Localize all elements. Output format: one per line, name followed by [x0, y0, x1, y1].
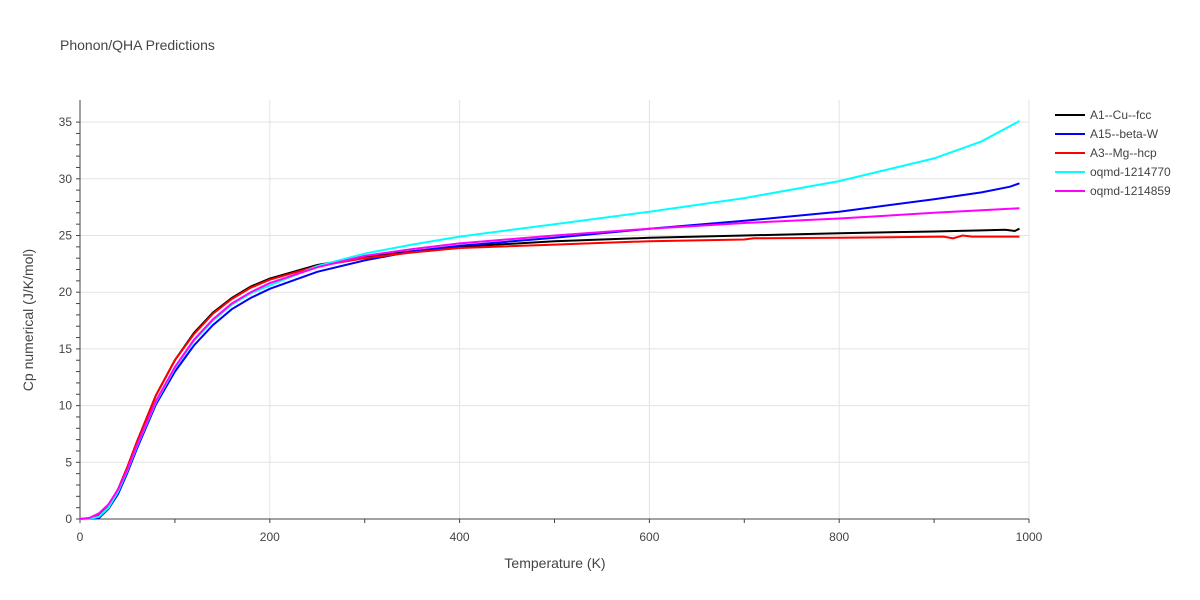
y-tick-label: 30 — [59, 172, 73, 186]
x-tick-label: 800 — [829, 530, 849, 544]
series-line-oqmd-1214770 — [80, 120, 1020, 520]
series-line-oqmd-1214859 — [79, 207, 1020, 520]
legend-item[interactable]: A1--Cu--fcc — [1090, 108, 1151, 122]
x-tick-label: 600 — [639, 530, 659, 544]
y-axis-label: Cp numerical (J/K/mol) — [20, 249, 36, 391]
x-tick-label: 0 — [77, 530, 84, 544]
series-line-A3--Mg--hcp — [79, 234, 1020, 520]
y-tick-label: 10 — [59, 399, 73, 413]
y-tick-label: 35 — [59, 115, 73, 129]
legend-item[interactable]: A15--beta-W — [1090, 127, 1159, 141]
y-tick-label: 5 — [65, 455, 72, 469]
series-line-A15--beta-W — [80, 182, 1020, 520]
y-tick-label: 15 — [59, 342, 73, 356]
y-tick-label: 0 — [65, 512, 72, 526]
y-tick-label: 25 — [59, 229, 73, 243]
x-axis-label: Temperature (K) — [504, 555, 605, 571]
chart-title: Phonon/QHA Predictions — [60, 37, 215, 53]
legend-item[interactable]: oqmd-1214859 — [1090, 184, 1171, 198]
legend-item[interactable]: A3--Mg--hcp — [1090, 146, 1157, 160]
y-tick-label: 20 — [59, 285, 73, 299]
x-tick-label: 400 — [450, 530, 470, 544]
legend-item[interactable]: oqmd-1214770 — [1090, 165, 1171, 179]
x-tick-label: 1000 — [1016, 530, 1043, 544]
x-tick-label: 200 — [260, 530, 280, 544]
series-line-A1--Cu--fcc — [79, 227, 1020, 520]
